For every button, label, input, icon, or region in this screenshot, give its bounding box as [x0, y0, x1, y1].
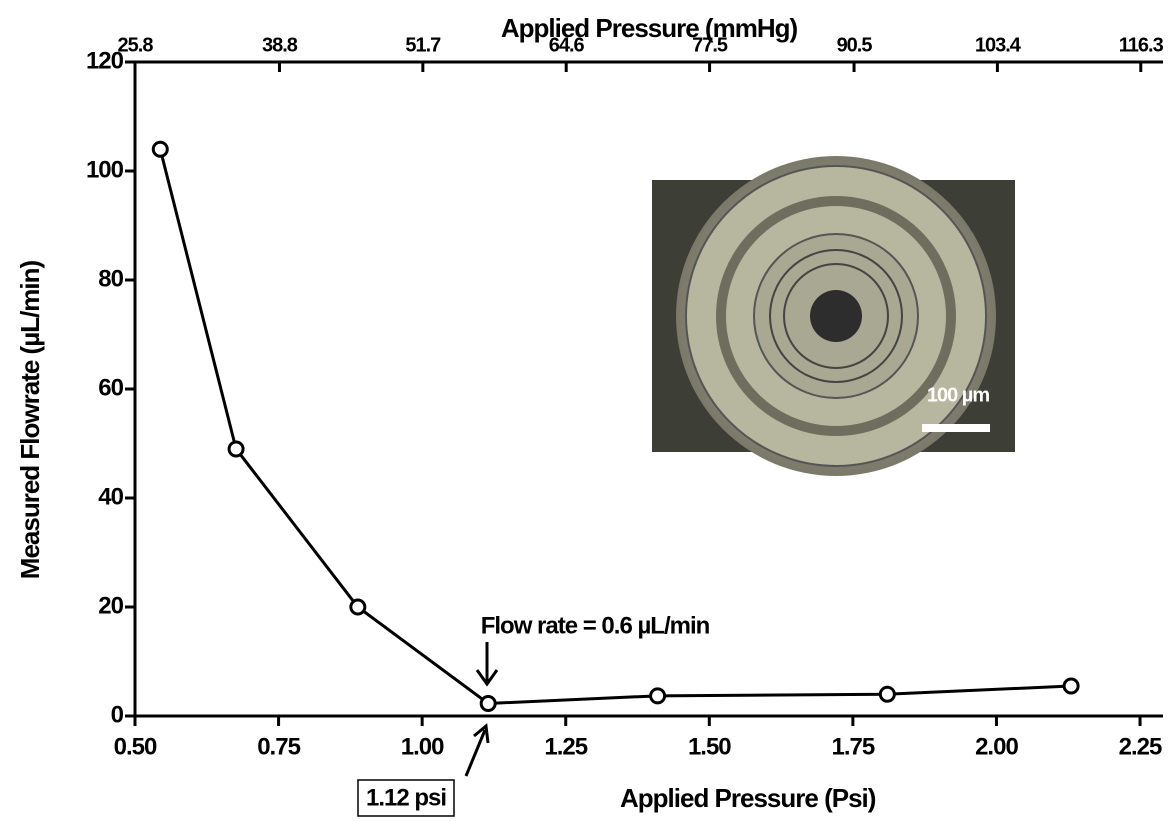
- x-tick-label: 1.50: [688, 733, 731, 760]
- y-tick-label: 0: [111, 701, 124, 728]
- x2-tick-label: 25.8: [118, 34, 154, 56]
- x2-tick-label: 77.5: [692, 34, 728, 56]
- data-point: [227, 440, 245, 458]
- x2-tick-label: 103.4: [975, 34, 1022, 56]
- data-point: [878, 685, 896, 703]
- y-tick-label: 20: [98, 592, 123, 619]
- data-point: [1062, 677, 1080, 695]
- x-tick-label: 0.50: [114, 733, 157, 760]
- scale-bar-label: 100 µm: [927, 384, 989, 406]
- top-axis-title: Applied Pressure (mmHg): [501, 13, 798, 43]
- y-tick-label: 80: [98, 265, 123, 292]
- data-point: [479, 694, 497, 712]
- x-tick-label: 1.00: [401, 733, 444, 760]
- x-tick-label: 0.75: [257, 733, 300, 760]
- x2-tick-label: 116.3: [1119, 34, 1164, 56]
- x2-tick-label: 90.5: [837, 34, 873, 56]
- x2-tick-label: 64.6: [549, 34, 585, 56]
- y-tick-label: 60: [98, 374, 123, 401]
- x-tick-label: 2.00: [975, 733, 1018, 760]
- y-axis-title: Measured Flowrate (µL/min): [15, 260, 45, 579]
- data-point: [151, 140, 169, 158]
- x2-tick-label: 51.7: [405, 34, 441, 56]
- x2-tick-label: 38.8: [262, 34, 298, 56]
- annotation: 1.12 psi: [366, 784, 446, 811]
- x-tick-label: 1.75: [832, 733, 875, 760]
- inset-image: [652, 156, 1015, 476]
- x-axis-title: Applied Pressure (Psi): [620, 783, 876, 813]
- y-tick-label: 40: [98, 483, 123, 510]
- y-tick-label: 100: [86, 156, 124, 183]
- annotation: Flow rate = 0.6 µL/min: [481, 612, 710, 639]
- data-point: [349, 598, 367, 616]
- annotation-box: [357, 779, 455, 817]
- y-tick-label: 120: [86, 47, 124, 74]
- data-point: [649, 687, 667, 705]
- x-tick-label: 2.25: [1119, 733, 1162, 760]
- arrows: [464, 642, 499, 777]
- x-tick-label: 1.25: [544, 733, 587, 760]
